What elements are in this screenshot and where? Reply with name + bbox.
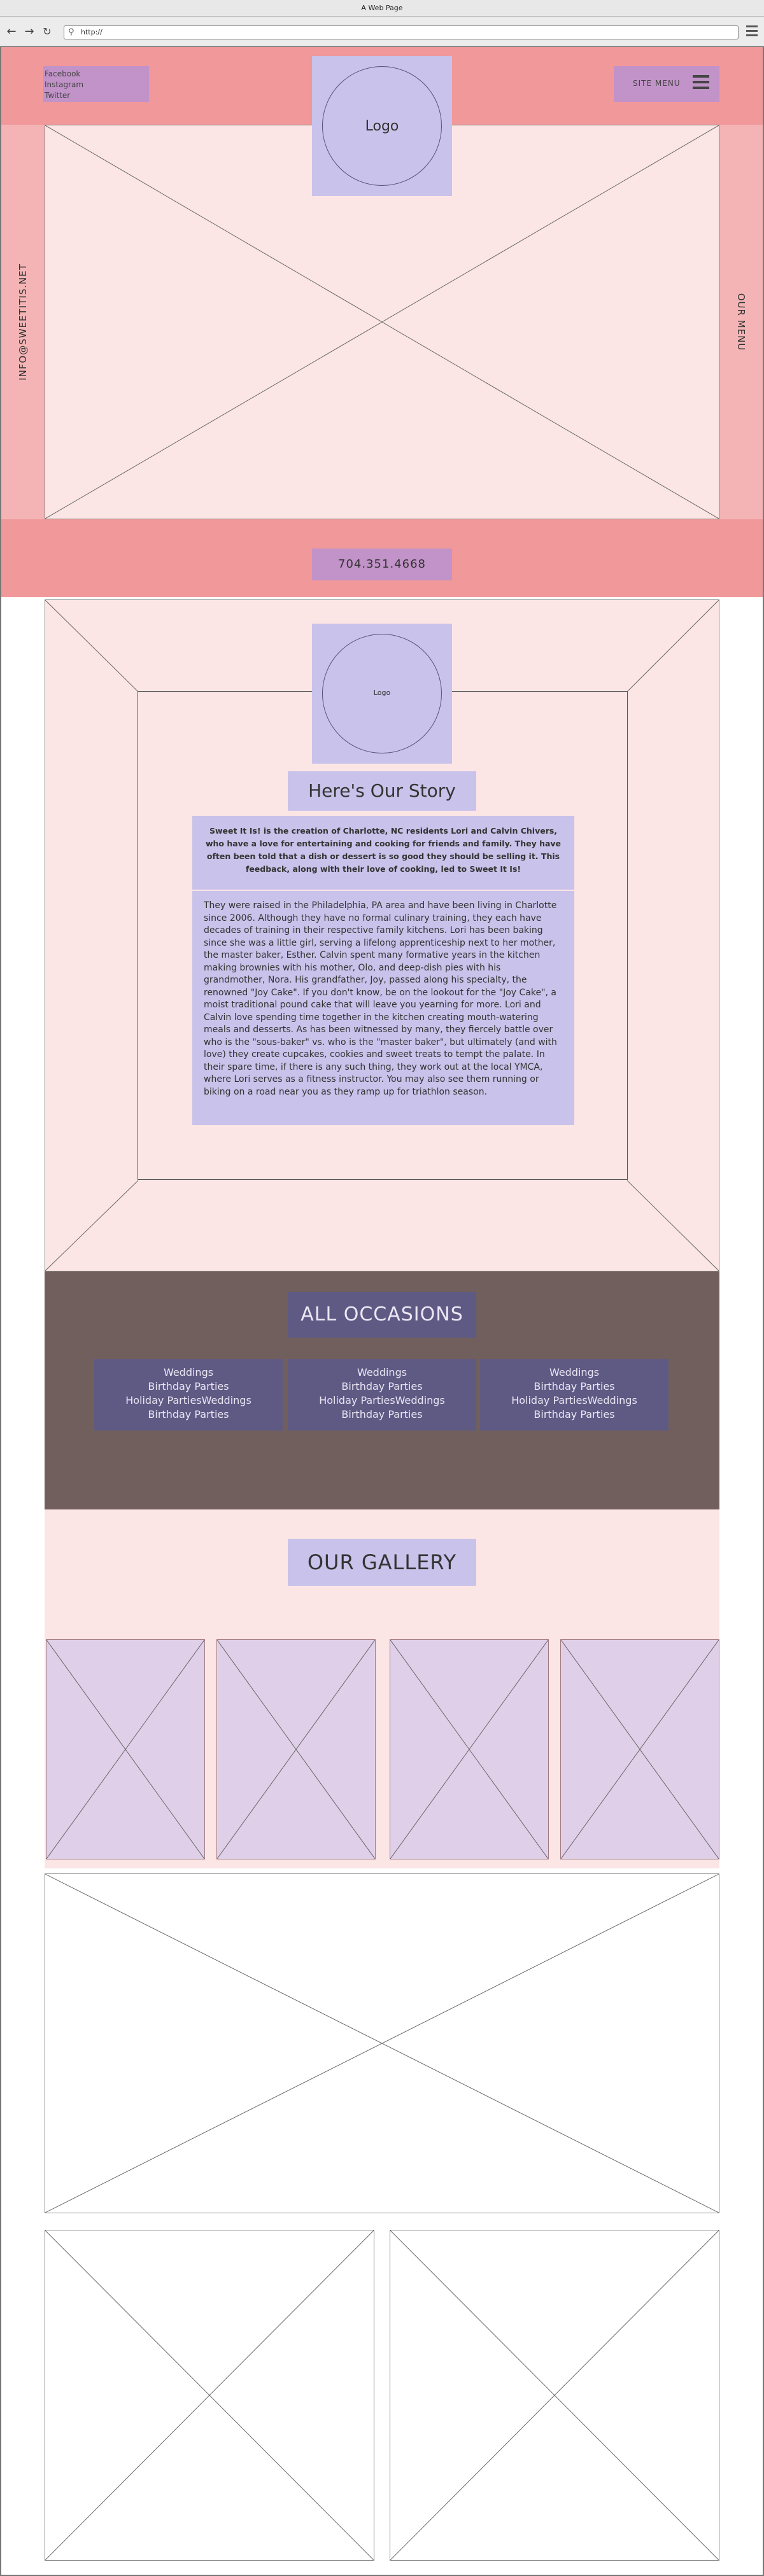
story-title: Here's Our Story xyxy=(288,771,476,811)
email-link[interactable]: INFO@SWEETITIS.NET xyxy=(17,263,29,381)
occasion-card[interactable]: Weddings Birthday Parties Holiday Partie… xyxy=(288,1359,476,1431)
side-panel-email[interactable]: INFO@SWEETITIS.NET xyxy=(1,125,45,519)
gallery-title: OUR GALLERY xyxy=(288,1539,476,1586)
browser-menu-icon[interactable] xyxy=(746,25,758,37)
occasion-line: Weddings xyxy=(357,1366,407,1378)
image-placeholder-right xyxy=(390,2230,719,2561)
side-panel-menu[interactable]: OUR MENU xyxy=(719,125,763,519)
story-frame-lines xyxy=(45,599,719,1271)
placeholder-cross xyxy=(45,125,719,519)
occasion-line: Birthday Parties xyxy=(534,1380,615,1392)
social-links: Facebook Instagram Twitter xyxy=(43,66,149,102)
story-logo: Logo xyxy=(312,624,452,764)
url-bar[interactable]: ⚲ http:// xyxy=(64,25,739,39)
social-link-facebook[interactable]: Facebook xyxy=(45,69,81,78)
social-link-instagram[interactable]: Instagram xyxy=(45,80,84,89)
our-menu-link[interactable]: OUR MENU xyxy=(735,293,747,351)
logo-label: Logo xyxy=(373,689,391,697)
site-menu-button[interactable]: SITE MENU xyxy=(614,66,719,102)
reload-icon[interactable]: ↻ xyxy=(43,25,52,38)
forward-icon[interactable]: → xyxy=(24,25,34,38)
occasion-card[interactable]: Weddings Birthday Parties Holiday Partie… xyxy=(94,1359,283,1431)
placeholder-cross xyxy=(390,2230,719,2560)
occasion-line: Birthday Parties xyxy=(341,1380,423,1392)
gallery-thumbnail[interactable] xyxy=(46,1639,205,1859)
gallery-thumbnail[interactable] xyxy=(216,1639,376,1859)
back-icon[interactable]: ← xyxy=(6,25,17,38)
occasion-line: Weddings xyxy=(163,1366,214,1378)
placeholder-cross xyxy=(45,1874,719,2213)
placeholder-cross xyxy=(561,1640,719,1859)
placeholder-cross xyxy=(390,1640,548,1859)
hamburger-icon xyxy=(693,75,709,92)
occasion-card[interactable]: Weddings Birthday Parties Holiday Partie… xyxy=(480,1359,668,1431)
occasion-line: Birthday Parties xyxy=(534,1408,615,1420)
gallery-thumbnail[interactable] xyxy=(560,1639,719,1859)
logo-circle xyxy=(322,634,442,753)
occasion-line: Holiday PartiesWeddings xyxy=(511,1394,637,1406)
occasion-line: Birthday Parties xyxy=(148,1380,229,1392)
occasion-line: Holiday PartiesWeddings xyxy=(125,1394,251,1406)
browser-toolbar: ← → ↻ ⚲ http:// xyxy=(0,17,764,47)
window-title: A Web Page xyxy=(0,0,764,17)
occasions-title: ALL OCCASIONS xyxy=(288,1292,476,1338)
site-menu-label: SITE MENU xyxy=(633,79,681,88)
story-intro: Sweet It Is! is the creation of Charlott… xyxy=(192,816,574,890)
occasion-line: Birthday Parties xyxy=(341,1408,423,1420)
placeholder-cross xyxy=(45,2230,374,2560)
occasion-line: Birthday Parties xyxy=(148,1408,229,1420)
social-link-twitter[interactable]: Twitter xyxy=(45,91,71,100)
wide-image-placeholder xyxy=(45,1873,719,2213)
logo-label: Logo xyxy=(365,118,399,134)
phone-number[interactable]: 704.351.4668 xyxy=(312,549,452,580)
placeholder-cross xyxy=(217,1640,375,1859)
gallery-thumbnail[interactable] xyxy=(390,1639,549,1859)
story-body: They were raised in the Philadelphia, PA… xyxy=(192,891,574,1125)
occasion-line: Holiday PartiesWeddings xyxy=(319,1394,445,1406)
placeholder-cross xyxy=(46,1640,204,1859)
url-text: http:// xyxy=(81,28,103,36)
occasion-line: Weddings xyxy=(549,1366,600,1378)
image-placeholder-left xyxy=(45,2230,374,2561)
search-icon: ⚲ xyxy=(68,27,74,37)
site-logo[interactable]: Logo xyxy=(312,56,452,196)
logo-circle xyxy=(322,66,442,186)
